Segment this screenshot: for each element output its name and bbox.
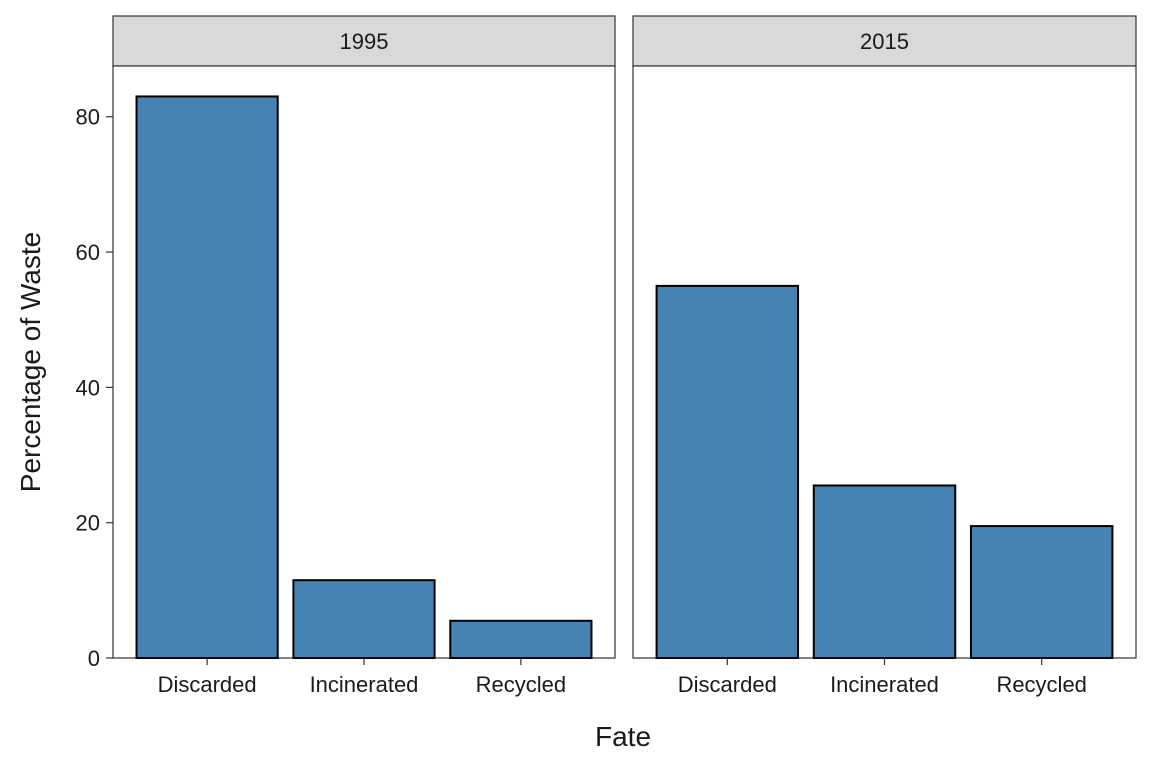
x-tick-label: Discarded [678,672,777,697]
facet-strip [112,15,616,67]
y-tick-label: 80 [76,105,100,130]
y-tick-label: 20 [76,511,100,536]
facet-panels: 1995 Discarded Incinerated Recycled 2015 Disc… [112,15,1137,697]
bar-recycled-1995 [449,619,593,660]
x-tick-label: Discarded [158,672,257,697]
x-axis-title: Fate [595,721,651,752]
facet-strip-label: 2015 [860,29,909,54]
bar-incinerated-1995 [292,579,436,659]
facet-strip [632,15,1137,67]
x-tick-label: Incinerated [830,672,939,697]
y-axis: 0 20 40 60 80 [76,105,113,671]
bar-recycled-2015 [969,525,1114,659]
y-tick-label: 60 [76,240,100,265]
bar-incinerated-2015 [812,484,957,659]
bar-discarded-1995 [135,95,279,659]
facet-panel-1995: 1995 Discarded Incinerated Recycled [112,15,616,697]
y-tick-label: 0 [88,646,100,671]
facet-strip-label: 1995 [340,29,389,54]
bar-discarded-2015 [655,284,800,659]
x-tick-label: Incinerated [310,672,419,697]
x-tick-label: Recycled [476,672,566,697]
y-axis-title: Percentage of Waste [15,232,46,492]
x-tick-label: Recycled [996,672,1086,697]
facet-panel-2015: 2015 Discarded Incinerated Recycled [632,15,1137,697]
y-tick-label: 40 [76,375,100,400]
